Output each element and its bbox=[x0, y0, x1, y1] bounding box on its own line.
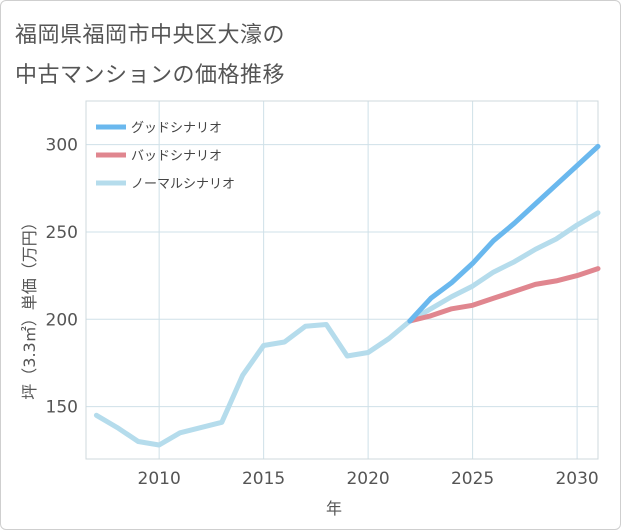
series-line-0 bbox=[407, 143, 601, 324]
chart-title-line-2: 中古マンションの価格推移 bbox=[15, 63, 286, 88]
x-tick-label: 2010 bbox=[138, 469, 181, 489]
y-axis-title: 坪（3.3㎡）単価（万円） bbox=[20, 214, 39, 399]
y-tick-label: 200 bbox=[46, 310, 78, 330]
x-tick-label: 2025 bbox=[451, 469, 494, 489]
series-line-1 bbox=[407, 266, 601, 324]
x-axis-title: 年 bbox=[326, 499, 342, 518]
y-tick-labels: 150 200 250 300 bbox=[46, 136, 78, 418]
chart-title-line-1: 福岡県福岡市中央区大濠の bbox=[15, 23, 286, 48]
legend-label: グッドシナリオ bbox=[131, 121, 222, 136]
grid-lines bbox=[86, 101, 598, 459]
legend-label: バッドシナリオ bbox=[131, 149, 222, 164]
y-tick-label: 150 bbox=[46, 398, 78, 418]
y-tick-label: 300 bbox=[46, 136, 78, 156]
x-tick-label: 2030 bbox=[555, 469, 598, 489]
x-tick-label: 2015 bbox=[242, 469, 285, 489]
legend-label: ノーマルシナリオ bbox=[131, 177, 235, 192]
series-lines bbox=[93, 143, 601, 448]
plot-frame bbox=[85, 100, 599, 460]
x-tick-label: 2020 bbox=[346, 469, 389, 489]
series-line-2 bbox=[93, 210, 601, 448]
x-tick-labels: 2010 2015 2020 2025 2030 bbox=[138, 469, 599, 489]
y-tick-label: 250 bbox=[46, 223, 78, 243]
